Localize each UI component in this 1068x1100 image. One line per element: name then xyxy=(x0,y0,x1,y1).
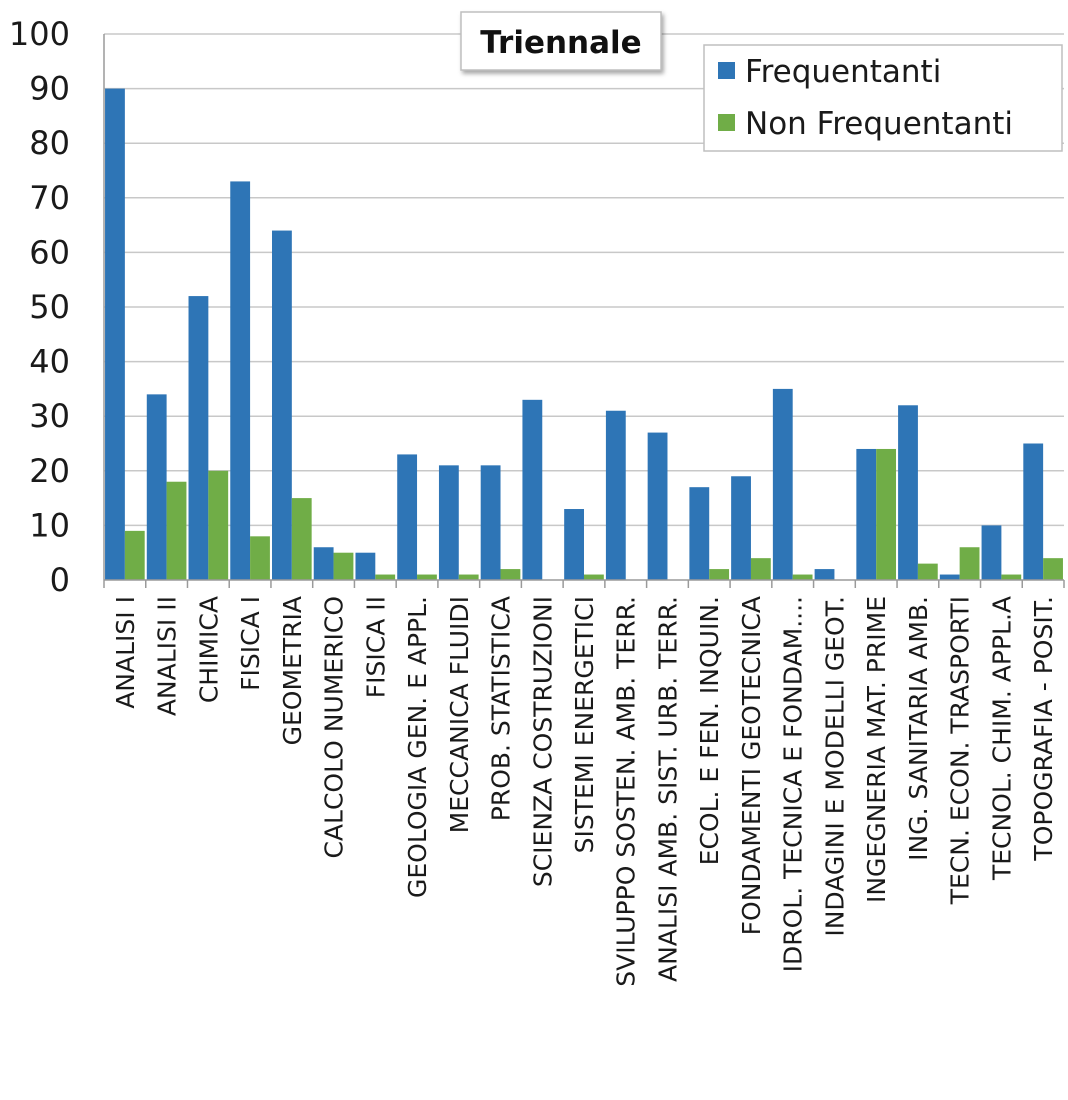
bar-frequentanti xyxy=(814,569,835,580)
bar-non-frequentanti xyxy=(458,574,479,580)
x-tick-label: IDROL. TECNICA E FONDAM.... xyxy=(779,596,808,972)
bar-non-frequentanti xyxy=(333,552,354,580)
bar-frequentanti xyxy=(105,88,125,580)
x-tick-label: INGEGNERIA MAT. PRIME xyxy=(862,596,891,903)
bar-frequentanti xyxy=(898,405,918,580)
y-tick-label: 0 xyxy=(50,561,70,599)
x-tick-label: ANALISI II xyxy=(153,596,182,716)
x-tick-label: TECN. ECON. TRASPORTI xyxy=(946,596,975,905)
bar-frequentanti xyxy=(939,574,960,580)
legend-swatch xyxy=(718,62,735,79)
bar-frequentanti xyxy=(772,388,793,580)
y-tick-label: 40 xyxy=(29,343,70,381)
bar-non-frequentanti xyxy=(792,574,813,580)
x-tick-label: TECNOL. CHIM. APPL.A xyxy=(987,596,1016,881)
bar-non-frequentanti xyxy=(417,574,437,580)
bar-non-frequentanti xyxy=(500,569,521,580)
x-tick-label: GEOLOGIA GEN. E APPL. xyxy=(403,596,432,898)
bar-frequentanti xyxy=(397,454,418,580)
bar-frequentanti xyxy=(355,552,376,580)
x-tick-label: CALCOLO NUMERICO xyxy=(320,596,349,859)
x-tick-label: FONDAMENTI GEOTECNICA xyxy=(737,596,766,935)
bar-frequentanti xyxy=(981,525,1002,580)
x-tick-label: MECCANICA FLUIDI xyxy=(445,596,474,833)
bar-non-frequentanti xyxy=(584,574,604,580)
bar-frequentanti xyxy=(438,465,459,580)
bar-frequentanti xyxy=(856,448,877,580)
x-tick-label: ING. SANITARIA AMB. xyxy=(904,596,933,861)
bar-non-frequentanti xyxy=(917,563,938,580)
y-tick-label: 50 xyxy=(29,288,70,326)
y-tick-label: 20 xyxy=(29,452,70,490)
y-tick-label: 80 xyxy=(29,124,70,162)
bar-non-frequentanti xyxy=(124,530,145,580)
bar-frequentanti xyxy=(188,296,209,580)
bar-non-frequentanti xyxy=(208,470,229,580)
y-tick-label: 70 xyxy=(29,179,70,217)
bar-non-frequentanti xyxy=(1043,558,1063,580)
y-tick-label: 100 xyxy=(9,15,70,53)
x-tick-label: GEOMETRIA xyxy=(278,596,307,745)
bar-frequentanti xyxy=(313,547,334,580)
x-tick-label: TOPOGRAFIA - POSIT. xyxy=(1029,596,1058,862)
bar-frequentanti xyxy=(564,509,584,580)
bar-non-frequentanti xyxy=(876,448,896,580)
gridlines xyxy=(104,33,1064,527)
bar-frequentanti xyxy=(522,399,543,580)
x-tick-label: SISTEMI ENERGETICI xyxy=(570,596,599,853)
x-tick-label: FISICA I xyxy=(236,596,265,691)
bar-non-frequentanti xyxy=(750,558,771,580)
x-tick-label: SVILUPPO SOSTEN. AMB. TERR. xyxy=(612,596,641,987)
y-tick-label: 10 xyxy=(29,506,70,544)
x-axis-tick-labels: ANALISI I ANALISI II CHIMICA FISICA I GEOMET… xyxy=(103,580,1065,987)
bars xyxy=(105,88,1063,581)
bar-non-frequentanti xyxy=(709,569,730,580)
x-tick-label: SCIENZA COSTRUZIONI xyxy=(528,596,557,887)
legend: Frequentanti Non Frequentanti xyxy=(703,44,1063,152)
bar-non-frequentanti xyxy=(375,574,396,580)
x-tick-label: ECOL. E FEN. INQUIN. xyxy=(695,596,724,865)
bar-frequentanti xyxy=(146,394,167,580)
bar-frequentanti xyxy=(605,410,626,580)
y-axis-tick-labels: 0 10 20 30 40 50 60 70 80 90 100 xyxy=(9,15,70,599)
bar-frequentanti xyxy=(731,476,751,580)
chart-title-box: Triennale xyxy=(460,11,662,71)
legend-label: Frequentanti xyxy=(745,54,941,90)
bar-frequentanti xyxy=(689,487,710,580)
x-tick-label: CHIMICA xyxy=(194,596,223,703)
y-tick-label: 60 xyxy=(29,233,70,271)
x-tick-label: ANALISI AMB. SIST. URB. TERR. xyxy=(653,596,682,982)
legend-swatch xyxy=(718,114,735,131)
bar-frequentanti xyxy=(1023,443,1044,580)
x-tick-label: ANALISI I xyxy=(111,596,140,709)
x-tick-label: PROB. STATISTICA xyxy=(487,596,516,821)
bar-non-frequentanti xyxy=(1001,574,1022,580)
bar-frequentanti xyxy=(230,181,251,581)
chart-title: Triennale xyxy=(480,25,641,61)
y-tick-label: 30 xyxy=(29,397,70,435)
legend-label: Non Frequentanti xyxy=(745,106,1013,142)
y-tick-label: 90 xyxy=(29,70,70,108)
bar-frequentanti xyxy=(272,230,292,580)
bar-frequentanti xyxy=(647,432,668,580)
bar-frequentanti xyxy=(480,465,501,580)
x-tick-label: FISICA II xyxy=(361,596,390,698)
bar-non-frequentanti xyxy=(959,547,980,580)
bar-non-frequentanti xyxy=(166,481,187,580)
bar-non-frequentanti xyxy=(291,498,312,580)
bar-non-frequentanti xyxy=(250,536,270,580)
x-tick-label: INDAGINI E MODELLI GEOT. xyxy=(820,596,849,937)
